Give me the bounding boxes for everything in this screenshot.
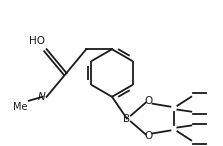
Text: O: O — [145, 131, 153, 141]
Text: HO: HO — [29, 36, 45, 46]
Text: O: O — [145, 96, 153, 106]
Text: Me: Me — [13, 102, 28, 112]
Text: B: B — [123, 114, 130, 124]
Text: N: N — [38, 92, 46, 102]
